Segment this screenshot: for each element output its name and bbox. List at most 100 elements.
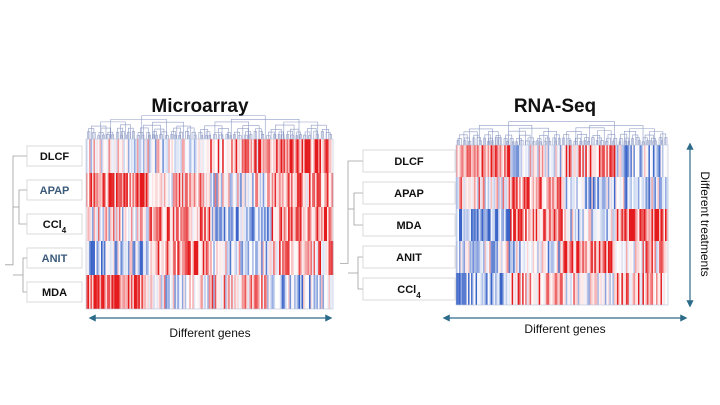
heatmap-cell [291,139,293,173]
dendrogram-branch [258,131,263,139]
heatmap-cell [190,173,193,207]
heatmap-cell [145,241,148,275]
heatmap-cell [244,139,247,173]
heatmap-cell [618,241,621,273]
heatmap-cell [264,241,267,275]
heatmap-cell [310,173,313,207]
dendrogram-branch [132,131,135,139]
heatmap-cell [312,173,314,207]
heatmap-cell [538,241,541,273]
heatmap-cell [271,139,274,173]
heatmap-cell [552,209,555,241]
dendrogram-branch [532,141,536,145]
heatmap-cell [114,241,117,275]
row-label-box [362,149,456,173]
heatmap-cell [225,241,228,275]
heatmap-cell [622,273,625,305]
heatmap-cell [531,177,534,209]
heatmap-cell [556,145,559,177]
heatmap-cell [312,139,314,173]
dendrogram-branch [650,137,656,145]
heatmap-cell [135,173,138,207]
heatmap-cell [510,177,513,209]
heatmap-cell [634,241,637,273]
heatmap-cell [235,173,238,207]
heatmap-cell [241,207,244,241]
heatmap-cell [280,139,283,173]
heatmap-cell [658,273,661,305]
heatmap-cell [457,177,460,209]
heatmap-cell [294,207,296,241]
heatmap-cell [534,145,537,177]
heatmap-cell [154,207,157,241]
heatmap-cell [496,145,499,177]
heatmap-cell [508,177,511,209]
dendrogram-branch [270,129,282,139]
row-label: APAP [394,188,424,200]
heatmap-cell [552,241,555,273]
heatmap-cell [159,241,162,275]
dendrogram-branch [503,138,508,145]
heatmap-cell [225,207,228,241]
heatmap-cell [553,273,556,305]
heatmap-cell [486,209,488,241]
heatmap-cell [531,241,534,273]
heatmap-cell [183,241,186,275]
heatmap-cell [235,241,238,275]
heatmap-cell [198,139,201,173]
heatmap-cell [621,145,624,177]
dendrogram-branch [97,135,101,139]
heatmap-cell [262,207,265,241]
heatmap-cell [274,275,277,309]
heatmap-cell [282,275,284,309]
heatmap-cell [250,241,253,275]
heatmap-cell [88,241,91,275]
heatmap-cell [475,273,478,305]
heatmap-cell [513,273,516,305]
heatmap-cell [240,173,243,207]
heatmap-cell [196,207,199,241]
heatmap-cell [124,139,127,173]
heatmap-cell [192,207,195,241]
heatmap-cell [489,273,491,305]
heatmap-cell [253,275,256,309]
dendrogram-branch [543,131,557,145]
heatmap-cell [300,139,302,173]
heatmap-cell [568,273,571,305]
heatmap-cell [549,241,552,273]
heatmap-cell [645,145,648,177]
heatmap-cell [615,209,618,241]
dendrogram-branch [575,127,605,145]
heatmap-cell [127,139,130,173]
heatmap-cell [246,275,249,309]
heatmap-cell [169,241,172,275]
heatmap-cell [321,207,323,241]
heatmap-cell [543,273,546,305]
heatmap-cell [625,145,628,177]
heatmap-cell [180,275,183,309]
heatmap-cell [253,173,256,207]
heatmap-cell [535,241,538,273]
dendrogram-branch [596,137,602,145]
heatmap-cell [217,241,220,275]
heatmap-cell [292,241,295,275]
heatmap-cell [204,207,207,241]
heatmap-cell [618,209,621,241]
heatmap-cell [276,275,279,309]
heatmap-cell [229,241,232,275]
heatmap-cell [193,139,196,173]
heatmap-cell [564,209,567,241]
heatmap-cell [183,139,186,173]
dendrogram-branch [117,127,124,139]
dendrogram-branch [321,128,330,139]
dendrogram-branch [562,137,566,145]
heatmap-cell [567,273,570,305]
dendrogram-branch [644,134,654,145]
heatmap-cell [502,177,505,209]
heatmap-cell [570,145,573,177]
heatmap-cell [304,275,307,309]
heatmap-cell [316,275,319,309]
heatmap-cell [223,241,226,275]
